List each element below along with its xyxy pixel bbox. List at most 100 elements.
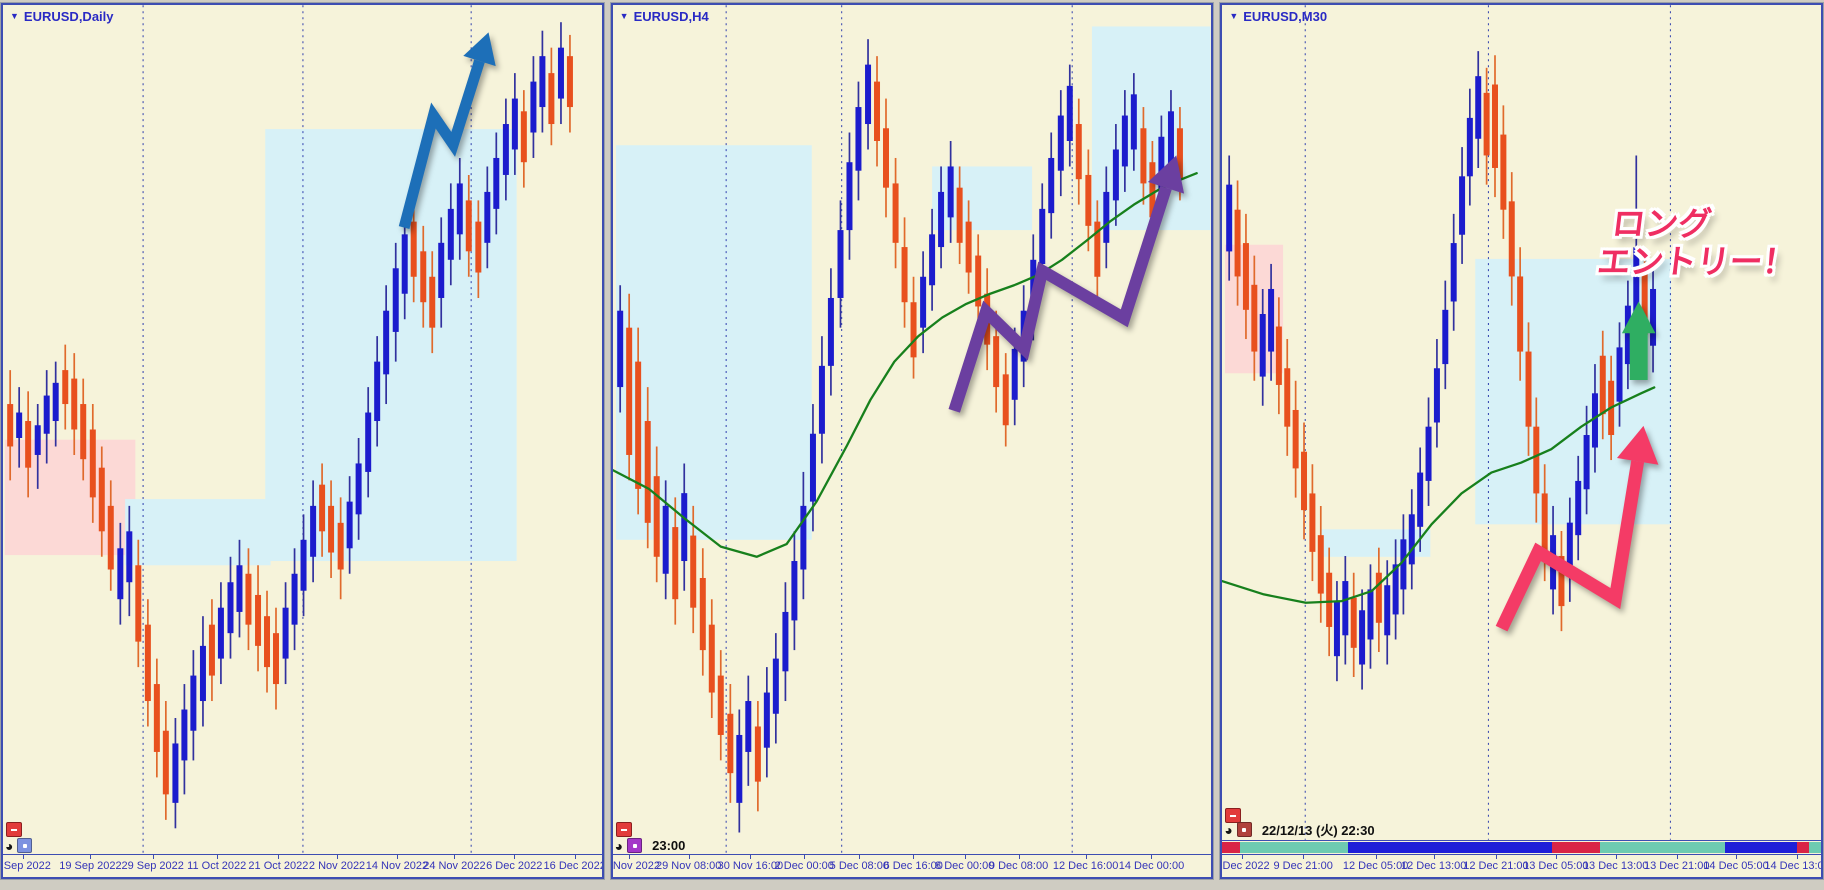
axis-tick-label: 9 Dec 2022 xyxy=(1222,860,1270,872)
axis-tick-label: 9 Dec 21:00 xyxy=(1273,860,1333,872)
axis-tick-mark xyxy=(90,855,92,859)
axis-tick-label: 14 Dec 05:00 xyxy=(1703,860,1769,872)
trend-strip-segment xyxy=(1599,842,1726,853)
pie-indicator-icon[interactable]: ◕ xyxy=(1224,821,1233,838)
trend-strip-segment xyxy=(1809,842,1821,853)
pie-indicator-icon[interactable]: ◕ xyxy=(614,837,624,854)
axis-tick-label: 6 Dec 2022 xyxy=(486,860,543,872)
status-text: 23:00 xyxy=(652,838,686,853)
price-canvas-m30 xyxy=(1222,5,1672,840)
chart-title-m30: ▼ EURUSD,M30 xyxy=(1229,9,1327,24)
status-text: 22/12/13 (火) 22:30 xyxy=(1261,823,1375,838)
axis-tick-mark xyxy=(514,855,516,859)
axis-tick-mark xyxy=(688,855,690,859)
collapse-triangle-icon[interactable]: ▼ xyxy=(1229,11,1239,21)
axis-tick-label: 30 Nov 16:00 xyxy=(717,860,784,872)
axis-tick-label: 14 Dec 00:00 xyxy=(1118,860,1185,872)
axis-tick-mark xyxy=(1085,855,1087,859)
pie-indicator-icon[interactable]: ◕ xyxy=(5,837,14,854)
chart-plot-daily[interactable]: ▼ EURUSD,Daily ◕ xyxy=(3,5,602,854)
axis-tick-mark xyxy=(1151,855,1153,859)
axis-tick-mark xyxy=(152,855,154,859)
axis-tick-mark xyxy=(964,855,966,859)
highlight-zone xyxy=(1475,258,1672,525)
price-canvas-daily xyxy=(4,5,573,854)
collapse-triangle-icon[interactable]: ▼ xyxy=(619,11,629,21)
annotation-line1: ロング xyxy=(1609,205,1714,243)
axis-tick-mark xyxy=(216,855,218,859)
chart-plot-m30[interactable]: ▼ EURUSD,M30 ロング エントリー！ ◕ 22/12/13 (火) 2… xyxy=(1222,5,1821,840)
axis-tick-label: 29 Sep 2022 xyxy=(121,860,184,872)
axis-tick-label: 11 Oct 2022 xyxy=(187,860,247,872)
axis-tick-label: 2 Nov 2022 xyxy=(308,860,366,872)
long-entry-annotation[interactable]: ロング エントリー！ xyxy=(1595,205,1802,280)
chart-title-daily: ▼ EURUSD,Daily xyxy=(10,9,114,24)
axis-tick-label: 19 Sep 2022 xyxy=(59,860,122,872)
status-icon-row: ◕ xyxy=(5,838,42,853)
axis-tick-mark xyxy=(278,855,280,859)
chart-symbol-label: EURUSD,M30 xyxy=(1243,9,1328,24)
red-square-button[interactable] xyxy=(1225,808,1242,823)
highlight-zone xyxy=(4,439,136,556)
block-arrow[interactable] xyxy=(1622,301,1656,380)
axis-tick-mark xyxy=(859,855,861,859)
status-icon-row: ◕ 22/12/13 (火) 22:30 xyxy=(1224,820,1375,839)
axis-tick-label: 24 Nov 2022 xyxy=(423,860,486,872)
collapse-triangle-icon[interactable]: ▼ xyxy=(10,11,19,21)
chart-title-h4: ▼ EURUSD,H4 xyxy=(620,9,709,24)
trend-strip-segment xyxy=(1222,842,1241,853)
axis-tick-label: 7 Sep 2022 xyxy=(3,860,51,872)
trend-arrow[interactable] xyxy=(948,155,1184,413)
axis-tick-label: 29 Nov 08:00 xyxy=(655,860,722,872)
axis-tick-mark xyxy=(1018,855,1020,859)
axis-tick-label: 12 Dec 16:00 xyxy=(1052,860,1119,872)
chart-window-m30: ▼ EURUSD,M30 ロング エントリー！ ◕ 22/12/13 (火) 2… xyxy=(1219,2,1824,880)
axis-tick-mark xyxy=(396,855,398,859)
axis-tick-mark xyxy=(1555,855,1557,859)
axis-tick-mark xyxy=(1375,855,1377,859)
candles-layer xyxy=(7,22,573,829)
dot-badge-icon[interactable] xyxy=(627,838,643,853)
chart-plot-h4[interactable]: ▼ EURUSD,H4 ◕ 23:00 xyxy=(612,5,1212,854)
minus-glyph xyxy=(1230,814,1237,817)
axis-tick-mark xyxy=(1615,855,1617,859)
trend-arrow[interactable] xyxy=(1496,425,1659,632)
axis-tick-label: 9 Dec 08:00 xyxy=(988,860,1049,872)
minus-glyph xyxy=(11,828,17,831)
axis-tick-label: 21 Oct 2022 xyxy=(248,860,309,872)
axis-tick-mark xyxy=(913,855,915,859)
axis-tick-label: 12 Dec 21:00 xyxy=(1463,860,1529,872)
axis-tick-mark xyxy=(628,855,630,859)
axis-tick-mark xyxy=(454,855,456,859)
chart-symbol-label: EURUSD,Daily xyxy=(23,9,114,24)
ma-line xyxy=(612,172,1198,558)
red-square-button[interactable] xyxy=(615,822,632,837)
badge-dot xyxy=(632,843,637,848)
axis-tick-mark xyxy=(1303,855,1305,859)
trend-arrow[interactable] xyxy=(398,32,496,229)
red-square-button[interactable] xyxy=(6,822,22,837)
axis-tick-label: 2 Dec 00:00 xyxy=(774,860,834,872)
highlight-zone xyxy=(931,166,1032,231)
axis-tick-mark xyxy=(1495,855,1497,859)
axis-tick-label: 14 Dec 13:00 xyxy=(1764,860,1821,872)
axis-tick-label: 16 Dec 2022 xyxy=(543,860,602,872)
chart-symbol-label: EURUSD,H4 xyxy=(633,9,709,24)
status-icon-row: ◕ 23:00 xyxy=(614,837,686,854)
axis-tick-mark xyxy=(1433,855,1435,859)
axis-tick-label: 8 Dec 00:00 xyxy=(935,860,995,872)
axis-tick-mark xyxy=(337,855,339,859)
badge-dot xyxy=(1242,827,1247,832)
annotation-line2: エントリー！ xyxy=(1594,243,1798,280)
axis-tick-label: 28 Nov 2022 xyxy=(612,860,661,872)
axis-tick-mark xyxy=(1736,855,1737,859)
trend-strip-segment xyxy=(1240,842,1349,853)
dot-badge-icon[interactable] xyxy=(1236,822,1252,837)
axis-tick-label: 14 Nov 2022 xyxy=(365,860,429,872)
axis-tick-label: 5 Dec 08:00 xyxy=(829,860,889,872)
dot-badge-icon[interactable] xyxy=(17,838,33,853)
